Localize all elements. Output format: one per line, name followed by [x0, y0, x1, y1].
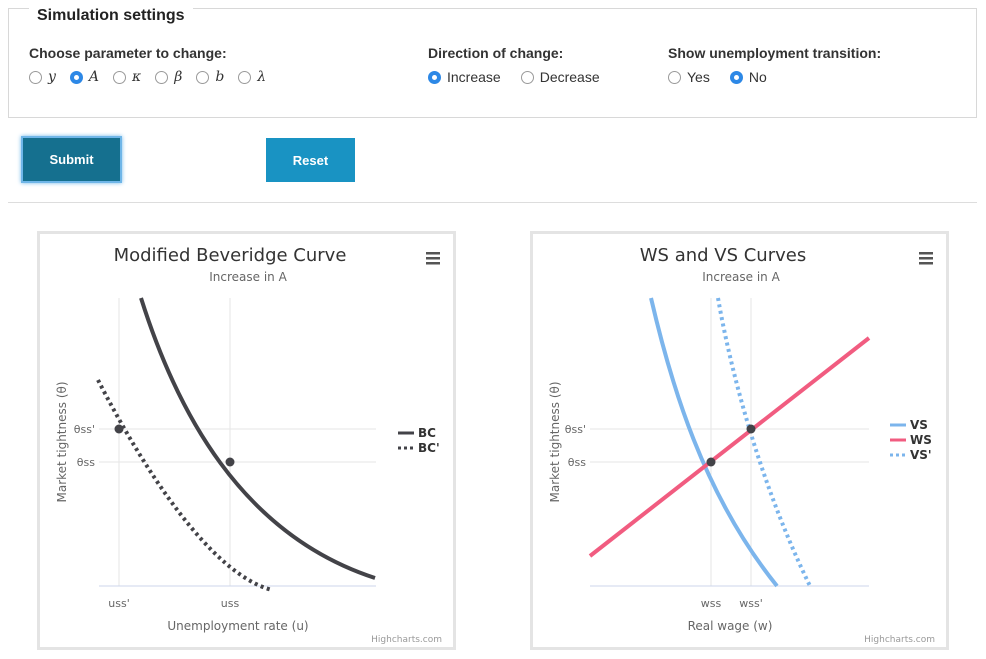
beveridge-chart-svg: Modified Beveridge Curve Increase in A θ…: [55, 245, 442, 645]
x-axis-title: Unemployment rate (u): [167, 619, 308, 633]
simulation-settings-panel: Simulation settings Choose parameter to …: [8, 7, 977, 118]
transition-radio-group: Yes No: [668, 69, 781, 85]
series-bc-prime-line: [96, 379, 273, 592]
ws-vs-chart-svg: WS and VS Curves Increase in A θss' θss …: [548, 245, 935, 645]
reset-button[interactable]: Reset: [266, 138, 355, 182]
equilibrium-point: [225, 457, 235, 467]
parameter-radio-group: y A κ β b λ: [29, 69, 280, 85]
parameter-label-kappa: κ: [132, 69, 142, 85]
x-axis-title: Real wage (w): [688, 619, 773, 633]
x-tick-label: wss: [701, 597, 722, 610]
beveridge-chart: Modified Beveridge Curve Increase in A θ…: [37, 231, 456, 650]
beveridge-chart-subtitle: Increase in A: [209, 270, 287, 284]
legend-item-vs-prime[interactable]: VS': [890, 448, 932, 462]
legend-label-vs-prime: VS': [910, 448, 932, 462]
equilibrium-point-prime: [114, 424, 124, 434]
series-vs-prime-line: [716, 297, 812, 587]
series-bc-line: [139, 297, 376, 580]
parameter-radio-y[interactable]: y: [29, 69, 56, 85]
ws-vs-chart: WS and VS Curves Increase in A θss' θss …: [530, 231, 949, 650]
y-axis-title: Market tightness (θ): [55, 381, 69, 502]
direction-radio-group: Increase Decrease: [428, 69, 614, 85]
parameter-radio-b[interactable]: b: [196, 69, 224, 85]
transition-label-no: No: [748, 69, 767, 85]
direction-label-increase: Increase: [447, 69, 501, 85]
y-tick-label: θss: [568, 456, 586, 469]
beveridge-chart-title: Modified Beveridge Curve: [114, 245, 347, 266]
transition-radio-no[interactable]: No: [729, 69, 767, 85]
highcharts-credit-link[interactable]: Highcharts.com: [864, 635, 935, 645]
x-tick-label: wss': [739, 597, 762, 610]
direction-radio-decrease[interactable]: Decrease: [520, 69, 600, 85]
legend-item-bc-prime[interactable]: BC': [398, 441, 440, 455]
submit-button[interactable]: Submit: [21, 136, 122, 183]
parameter-group-title: Choose parameter to change:: [29, 45, 227, 61]
legend-label-ws: WS: [910, 433, 932, 447]
ws-vs-chart-title: WS and VS Curves: [640, 245, 806, 266]
parameter-label-b: b: [215, 69, 225, 85]
y-axis-title: Market tightness (θ): [548, 381, 562, 502]
legend-label-bc: BC: [418, 426, 436, 440]
parameter-label-a: A: [88, 69, 100, 85]
parameter-label-y: y: [48, 69, 56, 85]
chart-legend: VS WS VS': [890, 418, 932, 462]
settings-legend: Simulation settings: [29, 7, 193, 25]
radio-circle[interactable]: [113, 70, 127, 84]
radio-circle[interactable]: [29, 70, 42, 84]
legend-item-vs[interactable]: VS: [890, 418, 928, 432]
parameter-radio-a[interactable]: A: [69, 69, 100, 85]
direction-group-title: Direction of change:: [428, 45, 564, 61]
parameter-radio-kappa[interactable]: κ: [113, 69, 141, 85]
radio-circle[interactable]: [238, 70, 252, 84]
ws-vs-chart-subtitle: Increase in A: [702, 270, 780, 284]
legend-label-bc-prime: BC': [418, 441, 440, 455]
equilibrium-point-prime: [746, 424, 756, 434]
parameter-label-lambda: λ: [257, 69, 267, 85]
beveridge-chart-menu-icon[interactable]: [426, 252, 440, 265]
legend-item-bc[interactable]: BC: [398, 426, 436, 440]
transition-group-title: Show unemployment transition:: [668, 45, 882, 61]
parameter-radio-lambda[interactable]: λ: [238, 69, 266, 85]
x-tick-label: uss: [221, 597, 240, 610]
x-tick-label: uss': [108, 597, 129, 610]
radio-circle-checked[interactable]: [428, 70, 441, 84]
parameter-label-beta: β: [174, 69, 183, 85]
direction-label-decrease: Decrease: [539, 69, 600, 85]
y-tick-label: θss: [77, 456, 95, 469]
radio-circle[interactable]: [520, 70, 534, 84]
transition-radio-yes[interactable]: Yes: [668, 69, 710, 85]
series-ws-line: [588, 336, 871, 558]
y-tick-label: θss': [74, 423, 95, 436]
highcharts-credit-link[interactable]: Highcharts.com: [371, 635, 442, 645]
section-divider: [8, 202, 977, 203]
equilibrium-point: [706, 457, 716, 467]
series-vs-line: [649, 297, 779, 588]
legend-item-ws[interactable]: WS: [890, 433, 932, 447]
legend-label-vs: VS: [910, 418, 928, 432]
direction-radio-increase[interactable]: Increase: [428, 69, 501, 85]
radio-circle[interactable]: [196, 70, 210, 84]
radio-circle-checked[interactable]: [69, 70, 83, 84]
radio-circle[interactable]: [668, 70, 681, 84]
chart-legend: BC BC': [398, 426, 440, 455]
radio-circle[interactable]: [155, 70, 169, 84]
radio-circle-checked[interactable]: [729, 70, 743, 84]
ws-vs-chart-menu-icon[interactable]: [919, 252, 933, 265]
transition-label-yes: Yes: [687, 69, 710, 85]
parameter-radio-beta[interactable]: β: [155, 69, 182, 85]
y-tick-label: θss': [565, 423, 586, 436]
